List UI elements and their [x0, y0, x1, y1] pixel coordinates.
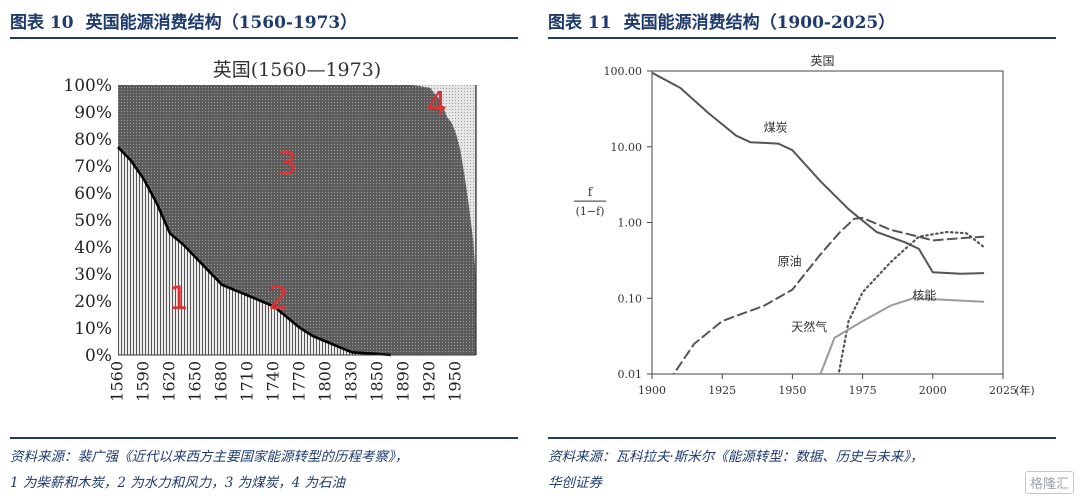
figure-10-label: 图表 10: [10, 13, 74, 33]
title-divider: [548, 37, 1056, 39]
figure-10-panel: 图表 10 英国能源消费结构（1560-1973） 英国(1560—1973) 0%…: [10, 0, 530, 500]
y-tick-label: 40%: [74, 238, 112, 258]
figure-11-label: 图表 11: [548, 13, 612, 33]
series-label-核能: 核能: [912, 289, 936, 303]
y-tick-label: 20%: [74, 292, 112, 312]
series-label-2: 2: [268, 279, 288, 317]
x-tick-label: 1770: [290, 361, 309, 402]
source-line-2: 华创证券: [548, 475, 602, 491]
x-tick-label: 1620: [160, 361, 179, 402]
y-tick-label: 0%: [85, 346, 112, 366]
y-tick-label: 100.00: [604, 65, 643, 78]
watermark-logo: 格隆汇: [1024, 471, 1074, 494]
source-line-1: 资料来源：裴广强《近代以来西方主要国家能源转型的历程考察》，: [10, 449, 409, 465]
y-label-denominator: (1−f): [576, 205, 605, 218]
source-divider: [548, 437, 1056, 439]
x-tick-label: 1650: [186, 361, 205, 402]
x-tick-label: 1925: [708, 384, 736, 397]
y-tick-label: 50%: [74, 211, 112, 231]
figure-10-source: 资料来源：裴广强《近代以来西方主要国家能源转型的历程考察》， 1 为柴薪和木炭，…: [10, 444, 520, 496]
figure-11-source: 资料来源：瓦科拉夫·斯米尔《能源转型：数据、历史与未来》， 华创证券: [548, 444, 1058, 496]
source-divider: [10, 437, 518, 439]
x-tick-label: 1830: [342, 361, 361, 402]
series-label-3: 3: [277, 144, 297, 182]
series-line-原油: [672, 216, 985, 374]
source-line-1: 资料来源：瓦科拉夫·斯米尔《能源转型：数据、历史与未来》，: [548, 449, 924, 465]
x-tick-label: 1920: [420, 361, 439, 402]
x-tick-label: 1900: [638, 384, 666, 397]
y-label-numerator: f: [588, 185, 594, 199]
y-tick-label: 1.00: [618, 217, 643, 230]
area-wood: [118, 147, 391, 355]
x-tick-label: 1950: [778, 384, 806, 397]
chart-title: 英国(1560—1973): [213, 59, 382, 81]
x-tick-label: 1560: [108, 361, 127, 402]
figure-11-panel: 图表 11 英国能源消费结构（1900-2025） 英国 0.01 0.10 1.00 1…: [548, 0, 1068, 500]
series-label-天然气: 天然气: [791, 319, 827, 334]
uk-energy-share-chart: 英国(1560—1973) 0% 10% 20% 30% 40% 50% 60% 70% 80% 9…: [63, 59, 477, 402]
series-line-天然气: [837, 230, 985, 374]
x-tick-label: 1890: [394, 361, 413, 402]
x-tick-label: 1950: [446, 361, 465, 402]
y-tick-label: 30%: [74, 265, 112, 285]
y-tick-label: 60%: [74, 184, 112, 204]
y-tick-label: 70%: [74, 157, 112, 177]
x-tick-label: 2025: [989, 384, 1017, 397]
x-tick-label: 1740: [264, 361, 283, 402]
figure-10-title: 图表 10 英国能源消费结构（1560-1973）: [10, 8, 520, 33]
x-tick-label: 1800: [316, 361, 335, 402]
x-tick-label: 1710: [238, 361, 257, 402]
x-tick-label: 1850: [368, 361, 387, 402]
y-tick-label: 10%: [74, 319, 112, 339]
figure-11-title: 图表 11 英国能源消费结构（1900-2025）: [548, 8, 1058, 33]
series-label-1: 1: [169, 279, 189, 317]
series-label-原油: 原油: [778, 255, 802, 269]
x-axis-unit: (年): [1015, 383, 1035, 397]
series-label-煤炭: 煤炭: [764, 120, 788, 134]
x-tick-label: 1680: [212, 361, 231, 402]
series-line-核能: [819, 297, 985, 374]
y-tick-label: 100%: [63, 76, 112, 96]
figure-10-title-text: 英国能源消费结构（1560-1973）: [85, 13, 358, 33]
series-divider-line: [117, 146, 392, 357]
plot-frame: [651, 70, 1004, 375]
title-divider: [10, 37, 518, 39]
y-tick-label: 0.01: [618, 368, 643, 381]
x-tick-label: 1590: [134, 361, 153, 402]
x-tick-label: 2000: [919, 384, 947, 397]
source-line-2: 1 为柴薪和木炭，2 为水力和风力，3 为煤炭，4 为石油: [10, 475, 346, 491]
y-tick-label: 10.00: [611, 141, 643, 154]
series-line-煤炭: [652, 71, 985, 275]
chart-title: 英国: [810, 54, 834, 68]
series-label-4: 4: [427, 85, 447, 123]
y-tick-label: 0.10: [618, 292, 643, 305]
y-tick-label: 80%: [74, 130, 112, 150]
y-tick-label: 90%: [74, 103, 112, 123]
x-tick-label: 1975: [849, 384, 877, 397]
figure-11-title-text: 英国能源消费结构（1900-2025）: [623, 13, 896, 33]
uk-energy-substitution-chart: 英国 0.01 0.10 1.00 10.00 100.00 1900 1925 1950 197…: [574, 54, 1035, 397]
